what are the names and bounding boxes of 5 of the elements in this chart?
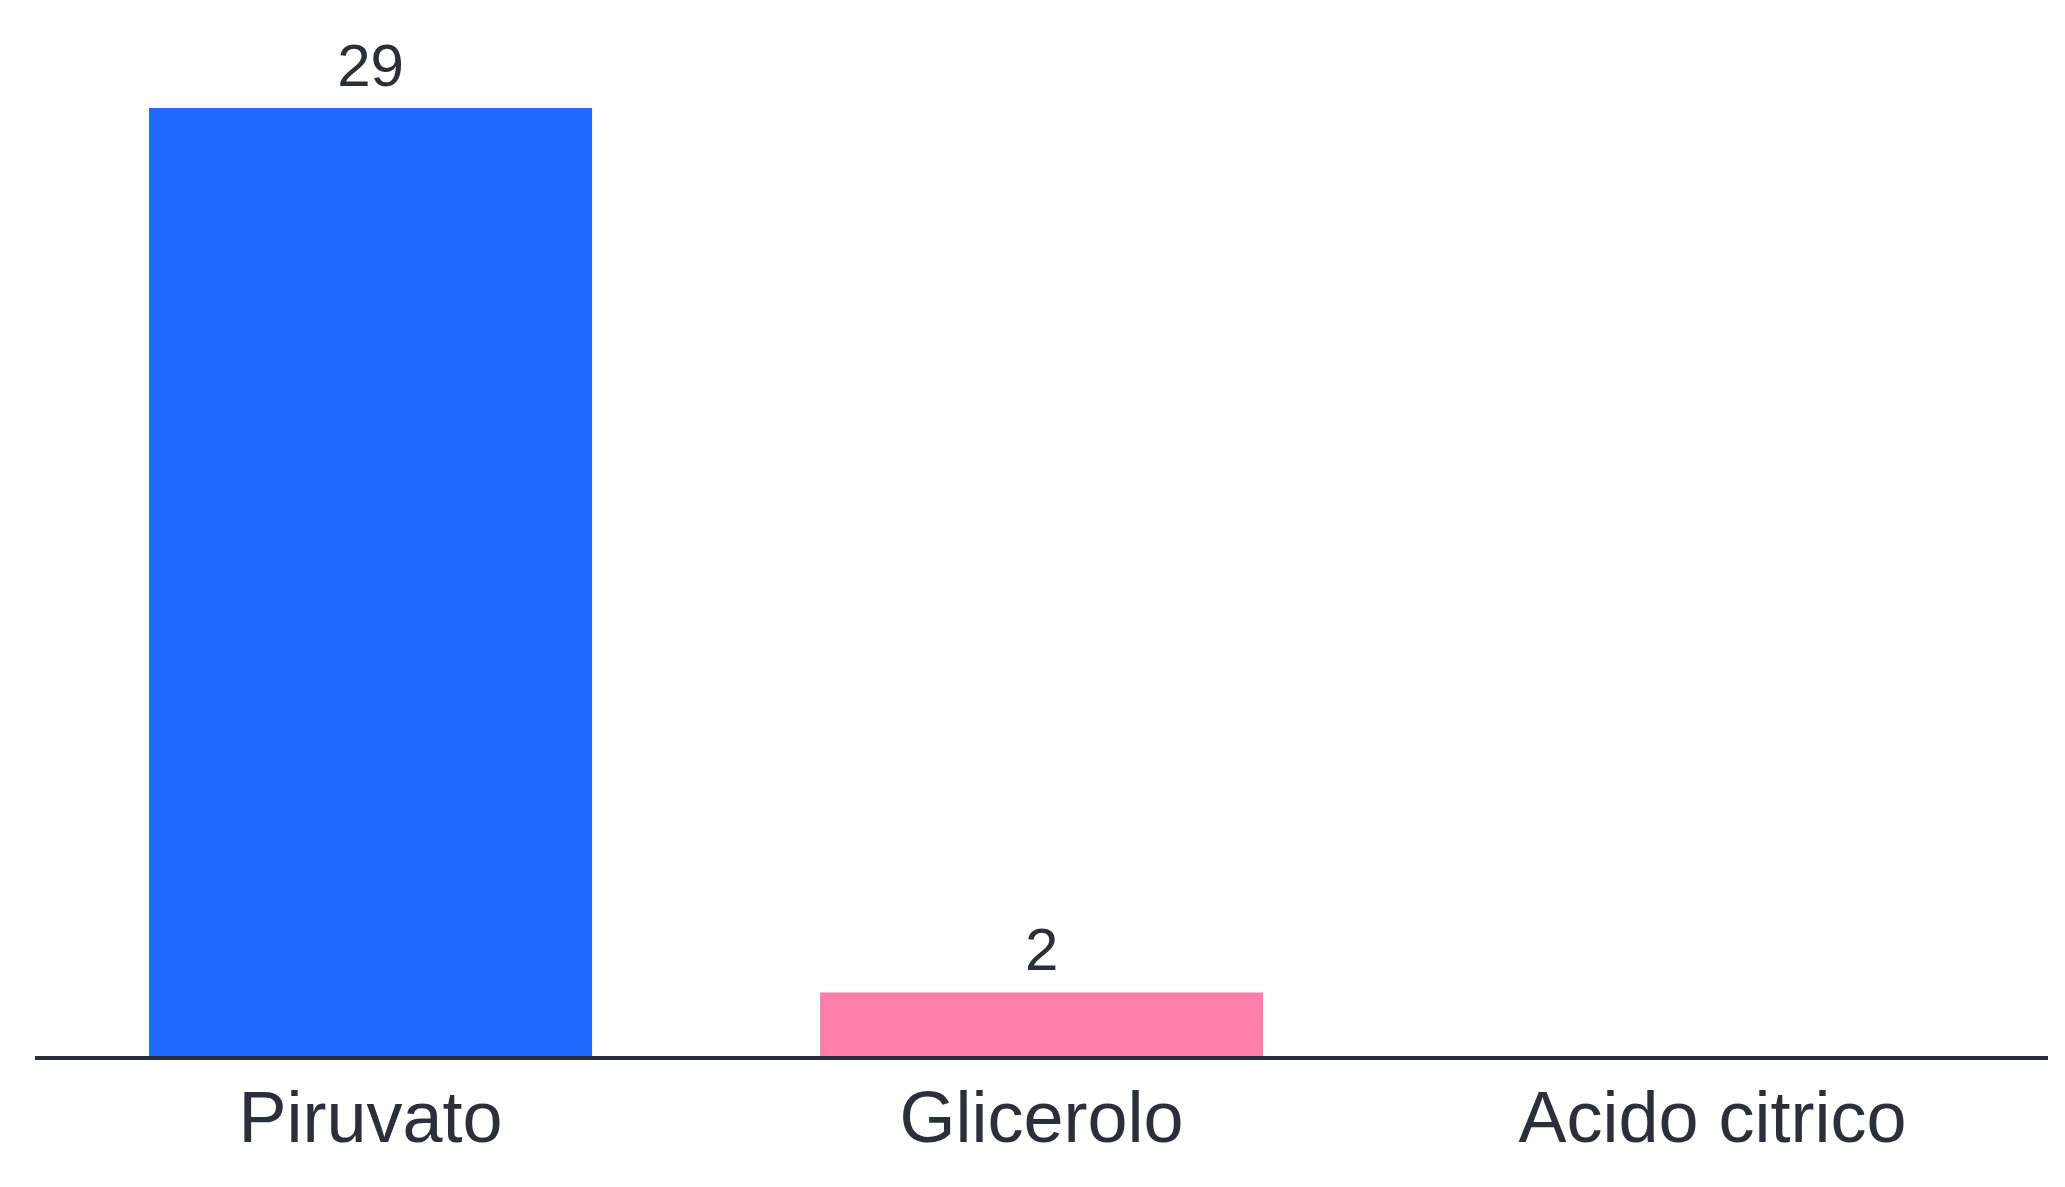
data-label: 29 — [337, 32, 404, 99]
data-label: 2 — [1024, 916, 1059, 984]
x-tick-label: Piruvato — [238, 1077, 503, 1158]
x-tick-label: Glicerolo — [899, 1077, 1184, 1158]
x-tick-label: Acido citrico — [1518, 1077, 1907, 1158]
